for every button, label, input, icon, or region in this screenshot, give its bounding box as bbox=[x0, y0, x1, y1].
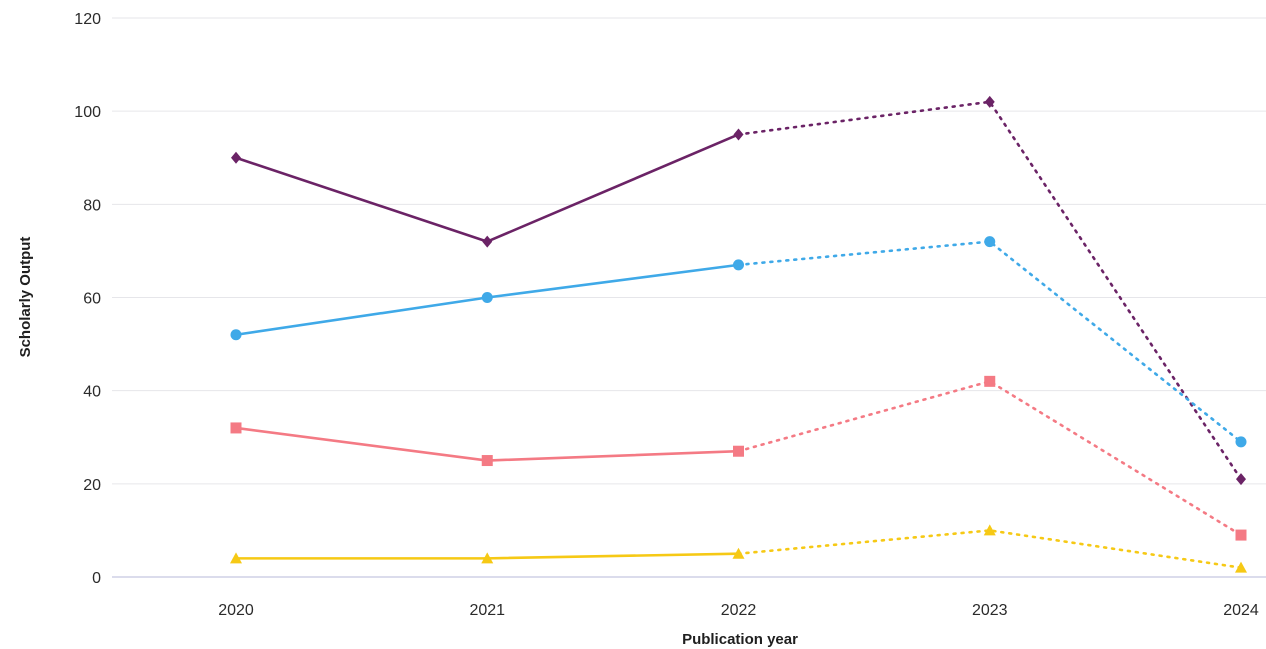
series-line-dotted bbox=[737, 100, 1243, 481]
data-point-diamond[interactable] bbox=[984, 95, 995, 108]
data-point-circle[interactable] bbox=[733, 259, 744, 271]
data-point-triangle[interactable] bbox=[230, 552, 242, 564]
data-point-triangle[interactable] bbox=[983, 524, 996, 536]
y-axis-title: Scholarly Output bbox=[17, 237, 34, 358]
series-line-dotted bbox=[737, 529, 1243, 569]
data-point-square[interactable] bbox=[230, 422, 242, 434]
y-tick-label: 0 bbox=[92, 570, 101, 587]
data-point-triangle[interactable] bbox=[481, 552, 494, 564]
data-point-diamond[interactable] bbox=[1236, 473, 1246, 486]
series-line-dotted bbox=[737, 379, 1243, 537]
y-tick-label: 100 bbox=[74, 104, 101, 121]
data-point-circle[interactable] bbox=[984, 236, 996, 248]
x-tick-label: 2023 bbox=[972, 602, 1008, 619]
series-circle bbox=[230, 236, 1247, 448]
data-point-circle[interactable] bbox=[481, 292, 493, 303]
data-point-circle[interactable] bbox=[1235, 436, 1247, 448]
data-point-square[interactable] bbox=[1235, 529, 1247, 541]
x-axis-ticks: 2020 2021 2022 2023 2024 bbox=[218, 602, 1259, 619]
y-tick-label: 40 bbox=[83, 384, 101, 401]
data-point-circle[interactable] bbox=[230, 329, 242, 341]
data-point-square[interactable] bbox=[481, 455, 493, 467]
data-point-triangle[interactable] bbox=[1235, 561, 1247, 573]
x-tick-label: 2024 bbox=[1223, 602, 1259, 619]
data-point-square[interactable] bbox=[984, 375, 996, 387]
x-tick-label: 2022 bbox=[721, 602, 757, 619]
y-tick-label: 20 bbox=[83, 477, 101, 494]
y-axis-ticks: 0 20 40 60 80 100 120 bbox=[74, 11, 101, 587]
y-tick-label: 120 bbox=[74, 11, 101, 28]
data-point-triangle[interactable] bbox=[732, 547, 745, 559]
data-point-square[interactable] bbox=[733, 445, 744, 457]
data-point-diamond[interactable] bbox=[231, 151, 241, 164]
series-triangle bbox=[230, 524, 1247, 573]
series-line-dotted bbox=[737, 240, 1243, 444]
series-line-solid bbox=[235, 133, 740, 243]
x-axis-title: Publication year bbox=[682, 631, 798, 648]
x-tick-label: 2020 bbox=[218, 602, 254, 619]
data-point-diamond[interactable] bbox=[733, 128, 744, 141]
gridlines bbox=[112, 17, 1266, 485]
series-diamond bbox=[231, 95, 1246, 486]
data-point-diamond[interactable] bbox=[482, 235, 493, 248]
series-layer bbox=[230, 95, 1247, 573]
y-tick-label: 80 bbox=[83, 197, 101, 214]
x-tick-label: 2021 bbox=[469, 602, 505, 619]
series-square bbox=[230, 375, 1247, 541]
y-tick-label: 60 bbox=[83, 291, 101, 308]
